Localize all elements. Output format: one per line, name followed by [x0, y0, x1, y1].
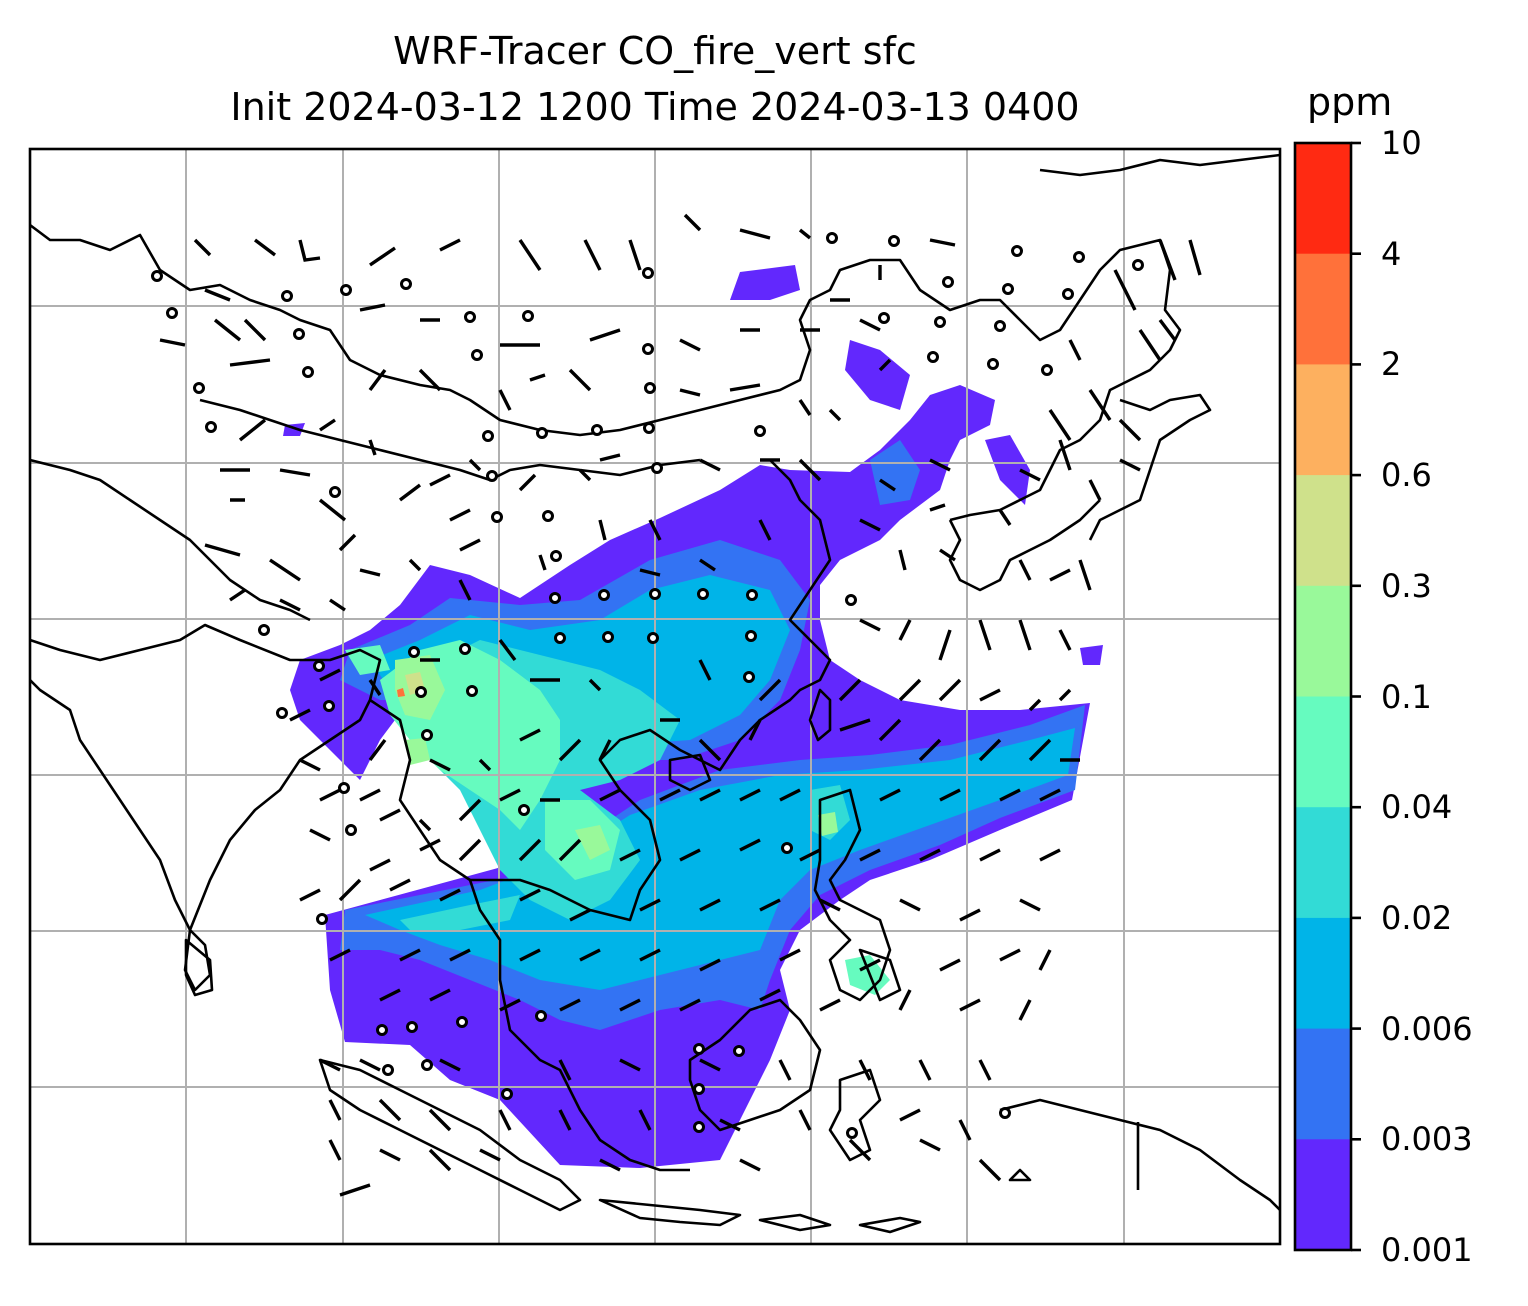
- tracer-band-0.1: [818, 812, 838, 836]
- colorbar-tick-label: 0.001: [1381, 1231, 1473, 1269]
- colorbar-swatch: [1295, 475, 1351, 587]
- colorbar-swatch: [1295, 143, 1351, 255]
- colorbar-swatch: [1295, 696, 1351, 808]
- tracer-band-2: [397, 688, 405, 697]
- tracer-band-0.1: [405, 738, 430, 765]
- colorbar-tick-label: 0.6: [1381, 456, 1432, 495]
- tracer-band-0.001: [730, 265, 800, 300]
- colorbar-swatch: [1295, 917, 1351, 1030]
- colorbar-tick-label: 0.04: [1381, 788, 1453, 827]
- wind-barbs: [159, 213, 1202, 1197]
- colorbar-tick-label: 10: [1381, 124, 1422, 162]
- calm-wind-markers: [151, 232, 1144, 1139]
- colorbar-swatch: [1295, 364, 1351, 476]
- tracer-band-0.006: [365, 728, 1075, 990]
- colorbar-unit-label: ppm: [1307, 80, 1393, 124]
- tracer-band-0.02: [400, 895, 520, 930]
- map-border: [28, 147, 1282, 1246]
- colorbar-swatch: [1295, 1028, 1351, 1140]
- colorbar-tick-label: 2: [1381, 345, 1402, 384]
- colorbar-swatch: [1295, 1139, 1351, 1251]
- colorbar-tick-label: 0.1: [1381, 677, 1432, 716]
- tracer-band-0.04: [845, 955, 890, 995]
- coastlines: [30, 153, 1280, 1234]
- colorbar-swatch: [1295, 253, 1351, 365]
- tracer-band-0.1: [575, 825, 610, 860]
- colorbar-tick-label: 4: [1381, 234, 1402, 273]
- colorbar-tick-label: 0.003: [1381, 1120, 1473, 1159]
- map-title-line1: WRF-Tracer CO_fire_vert sfc: [393, 29, 917, 73]
- colorbar-tick-label: 0.3: [1381, 566, 1432, 605]
- colorbar: [1293, 141, 1361, 1252]
- tracer-concentration-field: [283, 265, 1103, 1168]
- colorbar-tick-label: 0.02: [1381, 898, 1453, 937]
- tracer-band-0.001: [1080, 645, 1103, 665]
- colorbar-swatch: [1295, 585, 1351, 697]
- tracer-band-0.001: [845, 340, 910, 410]
- tracer-band-0.001: [985, 435, 1030, 505]
- colorbar-swatch: [1295, 807, 1351, 919]
- map-title-line2: Init 2024-03-12 1200 Time 2024-03-13 040…: [230, 85, 1080, 129]
- colorbar-tick-label: 0.006: [1381, 1009, 1473, 1048]
- tracer-band-0.003: [870, 440, 920, 505]
